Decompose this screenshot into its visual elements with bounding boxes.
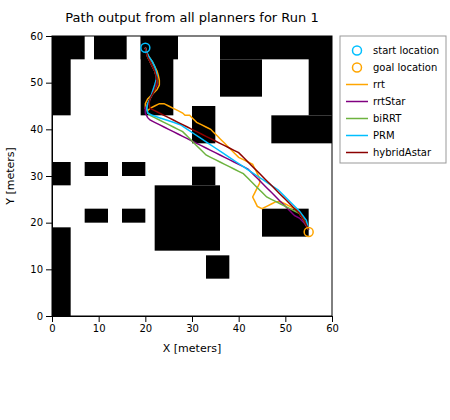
obstacle: [155, 185, 220, 250]
location-marker: [141, 43, 150, 52]
x-axis-tick: 60: [326, 316, 339, 334]
x-axis-tick-mark: [239, 316, 240, 322]
x-axis-tick-mark: [99, 316, 100, 322]
y-axis-tick-label: 50: [30, 77, 43, 88]
legend-item: PRM: [346, 130, 395, 141]
path-line: [145, 48, 308, 230]
legend-symbol: [353, 46, 362, 55]
legend-label: start location: [373, 45, 439, 56]
obstacle: [94, 36, 127, 59]
y-axis-tick-mark: [46, 129, 52, 130]
y-axis-tick-label: 0: [37, 311, 43, 322]
obstacle: [85, 209, 108, 223]
legend-symbol: [346, 101, 368, 103]
y-axis-tick-label: 30: [30, 171, 43, 182]
obstacle: [192, 167, 215, 186]
x-axis-tick: 20: [139, 316, 152, 334]
plot: 0 10 20 30 40 50 60 0 10 20 30 40 50 60: [30, 31, 339, 334]
x-axis-tick-mark: [192, 316, 193, 322]
x-axis-tick-label: 50: [279, 323, 292, 334]
legend-label: goal location: [373, 62, 437, 73]
y-axis-tick-label: 40: [30, 124, 43, 135]
y-axis-tick-mark: [46, 269, 52, 270]
path-line: [145, 48, 308, 230]
y-axis-tick-mark: [46, 223, 52, 224]
y-axis-title: Y [meters]: [4, 147, 17, 206]
legend-label: rrt: [373, 79, 385, 90]
obstacle: [309, 36, 332, 115]
x-axis-tick-label: 10: [93, 323, 106, 334]
obstacle: [122, 162, 145, 176]
path-line: [145, 48, 308, 230]
y-axis-tick: 20: [30, 217, 52, 228]
legend-label: rrtStar: [373, 96, 406, 107]
obstacle: [220, 59, 262, 96]
obstacle: [206, 255, 229, 278]
x-axis-tick: 0: [49, 316, 55, 334]
x-axis-tick-label: 0: [49, 323, 55, 334]
plot-frame: [52, 36, 332, 316]
legend-item: rrt: [346, 79, 385, 90]
legend-item: start location: [353, 45, 440, 56]
obstacle: [192, 106, 215, 143]
legend-item: goal location: [353, 62, 438, 73]
legend-item: rrtStar: [346, 96, 406, 107]
legend-symbol: [353, 63, 362, 72]
y-axis-tick: 60: [30, 31, 52, 42]
obstacle: [85, 162, 108, 176]
x-axis-line: [53, 317, 333, 323]
y-axis-tick: 30: [30, 171, 52, 182]
legend-label: biRRT: [373, 113, 402, 124]
x-axis-title: X [meters]: [163, 342, 221, 355]
legend-item: hybridAstar: [346, 147, 432, 158]
data-layer: [52, 36, 332, 316]
x-axis-tick-mark: [285, 316, 286, 322]
y-axis-tick-label: 60: [30, 31, 43, 42]
legend-symbol: [346, 152, 368, 154]
x-axis-tick: 30: [186, 316, 199, 334]
y-axis-tick-mark: [46, 83, 52, 84]
legend-symbol: [346, 84, 368, 86]
x-axis-tick: 10: [93, 316, 106, 334]
path-line: [145, 48, 308, 230]
location-marker: [304, 228, 313, 237]
y-axis-tick: 0: [37, 311, 52, 322]
x-axis-tick-label: 20: [139, 323, 152, 334]
obstacle: [52, 227, 71, 316]
y-axis-tick-mark: [46, 316, 52, 317]
x-axis-tick-mark: [332, 316, 333, 322]
obstacle: [122, 209, 145, 223]
y-axis-tick-mark: [46, 176, 52, 177]
title: Path output from all planners for Run 1: [65, 10, 318, 25]
y-axis-tick-label: 20: [30, 217, 43, 228]
x-axis: 0 10 20 30 40 50 60: [49, 316, 339, 334]
chart: 0 10 20 30 40 50 60 0 10 20 30 40 50 60 Path output fr…: [0, 0, 450, 420]
obstacle: [271, 115, 332, 143]
legend-label: hybridAstar: [373, 147, 432, 158]
path-line: [145, 48, 308, 230]
obstacle: [52, 36, 71, 115]
x-axis-tick-label: 60: [326, 323, 339, 334]
legend-symbol: [346, 118, 368, 120]
y-axis-tick-mark: [46, 36, 52, 37]
obstacle: [52, 162, 71, 185]
y-axis-tick-label: 10: [30, 264, 43, 275]
x-axis-tick: 50: [279, 316, 292, 334]
legend-label: PRM: [373, 130, 395, 141]
legend-frame: [340, 36, 446, 163]
x-axis-tick-label: 30: [186, 323, 199, 334]
y-axis-tick: 50: [30, 77, 52, 88]
y-axis-tick: 40: [30, 124, 52, 135]
legend-item: biRRT: [346, 113, 402, 124]
x-axis-tick: 40: [233, 316, 246, 334]
x-axis-tick-mark: [145, 316, 146, 322]
legend: start location goal location rrt rrtStar biR…: [340, 36, 446, 163]
y-axis-tick: 10: [30, 264, 52, 275]
y-axis: 0 10 20 30 40 50 60: [30, 31, 52, 322]
x-axis-tick-label: 40: [233, 323, 246, 334]
y-axis-line: [46, 37, 53, 317]
legend-symbol: [346, 135, 368, 137]
